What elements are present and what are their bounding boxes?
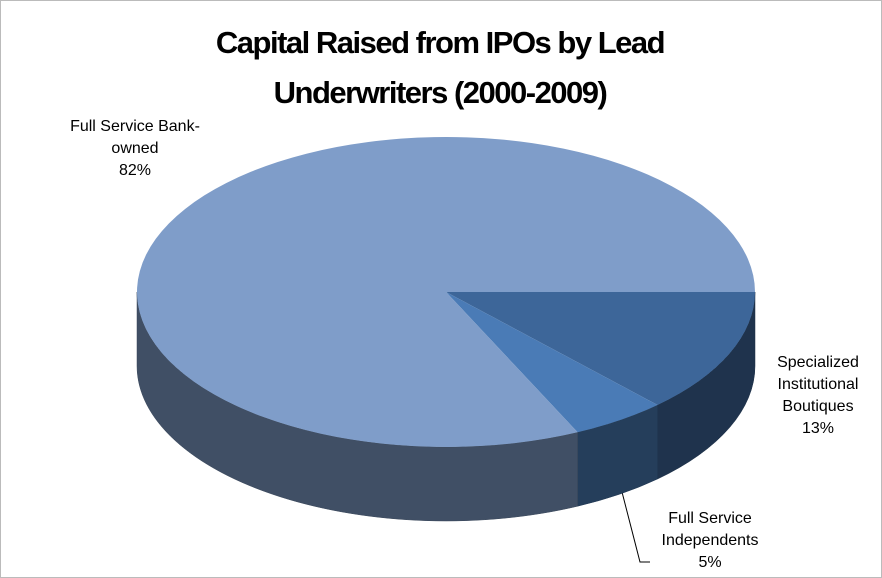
category-label: Full Service Independents: [661, 510, 759, 549]
category-label: Specialized Institutional Boutiques: [777, 354, 859, 415]
value-label: 13%: [801, 420, 835, 437]
slice: [446, 292, 658, 433]
slice-label: Full Service Bank-owned 82%: [70, 116, 200, 182]
value-label: 82%: [118, 162, 152, 179]
category-label: Full Service Bank-owned: [70, 118, 200, 157]
slice: [446, 292, 755, 405]
leader-line: [621, 491, 650, 563]
slice-label: Full Service Independents 5%: [652, 508, 768, 574]
slice-label: Specialized Institutional Boutiques 13%: [760, 352, 876, 440]
chart-title: Capital Raised from IPOs by Lead Underwr…: [215, 25, 666, 110]
slice: [137, 136, 756, 447]
value-label: 5%: [698, 554, 722, 571]
